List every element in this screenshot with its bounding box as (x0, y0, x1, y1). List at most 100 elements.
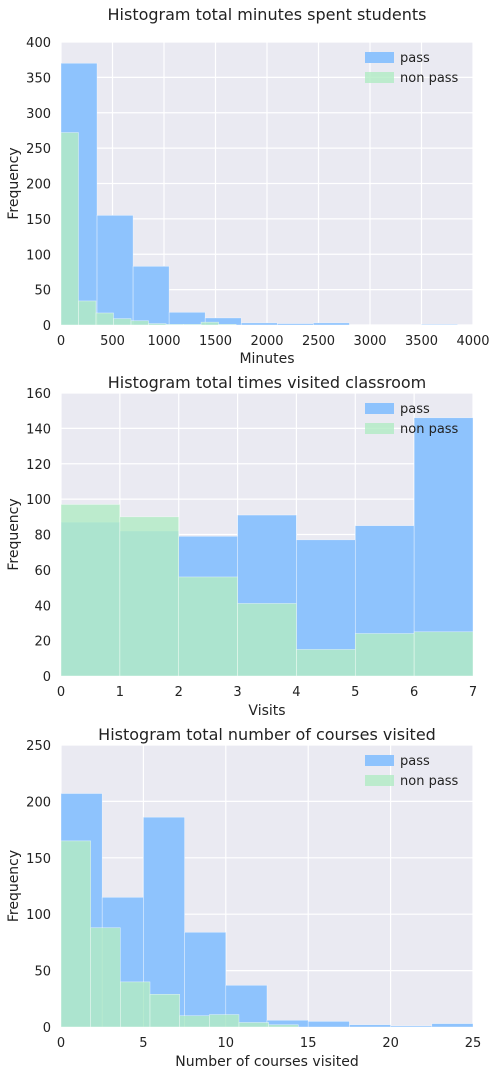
y-tick-label: 200 (26, 178, 51, 193)
histogram-bar (60, 132, 79, 326)
chart-title: Histogram total minutes spent students (108, 5, 427, 24)
histogram-bar (96, 215, 134, 326)
x-tick-label: 3 (233, 685, 241, 700)
histogram-bar (237, 603, 297, 677)
y-tick-label: 100 (26, 493, 51, 508)
histogram-bar (421, 323, 458, 326)
y-tick-label: 160 (26, 387, 51, 402)
y-tick-label: 60 (34, 564, 51, 579)
x-tick-label: 500 (100, 334, 125, 349)
y-tick-label: 250 (26, 739, 51, 754)
histogram-bar (313, 322, 350, 326)
y-tick-label: 150 (26, 213, 51, 228)
y-tick-label: 140 (26, 422, 51, 437)
histogram-bar (119, 516, 180, 677)
x-tick-label: 0 (57, 685, 65, 700)
legend-label: non pass (400, 774, 459, 789)
x-tick-label: 4000 (456, 334, 489, 349)
histogram-bar (413, 631, 474, 677)
histogram-bar (165, 323, 184, 326)
legend-swatch (365, 52, 394, 63)
chart-title: Histogram total times visited classroom (108, 373, 427, 392)
x-tick-label: 25 (465, 1036, 482, 1051)
y-tick-label: 120 (26, 458, 51, 473)
x-tick-label: 1 (116, 685, 124, 700)
y-axis-label: Frequency (6, 850, 22, 922)
chart-title: Histogram total number of courses visite… (98, 725, 436, 744)
histogram-bar (60, 504, 121, 677)
y-tick-label: 50 (34, 284, 51, 299)
histogram-bar (149, 993, 180, 1028)
histogram-bar (132, 265, 170, 326)
y-tick-label: 200 (26, 795, 51, 810)
series-non-pass (60, 132, 237, 326)
histogram-bar (184, 931, 227, 1028)
legend-swatch (365, 775, 394, 786)
legend: pass non pass (365, 51, 459, 86)
legend: pass non pass (365, 402, 459, 437)
x-tick-label: 3000 (353, 334, 386, 349)
histogram-bar (178, 576, 238, 677)
histogram-bar (218, 323, 237, 326)
y-tick-label: 300 (26, 107, 51, 122)
legend-label: pass (400, 754, 430, 769)
x-tick-label: 2 (175, 685, 183, 700)
x-tick-label: 6 (410, 685, 418, 700)
x-tick-label: 4 (292, 685, 300, 700)
y-tick-label: 50 (34, 965, 51, 980)
legend: pass non pass (365, 754, 459, 789)
histogram-bar (95, 312, 114, 326)
y-tick-label: 250 (26, 142, 51, 157)
series-non-pass (60, 840, 299, 1028)
legend-label: pass (400, 51, 430, 66)
y-tick-label: 40 (34, 599, 51, 614)
x-tick-label: 3500 (405, 334, 438, 349)
y-tick-label: 0 (43, 1021, 51, 1036)
chart-minutes-spent: 0 500 1000 1500 2000 2500 3000 3500 4000 0 50 100 15… (6, 5, 490, 367)
y-tick-label: 0 (43, 319, 51, 334)
histogram-bar (148, 323, 167, 326)
legend-swatch (365, 755, 394, 766)
histogram-bar (60, 840, 91, 1028)
x-tick-label: 1000 (147, 334, 180, 349)
histogram-bar (307, 1021, 350, 1028)
histogram-bar (90, 927, 121, 1028)
x-tick-label: 2500 (302, 334, 335, 349)
histogram-bar (276, 323, 314, 326)
x-axis-label: Number of courses visited (175, 1054, 359, 1070)
legend-swatch (365, 403, 394, 414)
series-non-pass (60, 504, 474, 677)
histogram-bar (183, 323, 202, 326)
histogram-bar (130, 320, 149, 326)
y-axis-label: Frequency (6, 498, 22, 570)
x-tick-label: 0 (57, 334, 65, 349)
histogram-bar (120, 981, 151, 1028)
y-tick-label: 80 (34, 529, 51, 544)
x-axis-label: Visits (248, 703, 285, 719)
histogram-bar (209, 1014, 240, 1028)
x-tick-label: 20 (382, 1036, 399, 1051)
histogram-bar (113, 318, 132, 326)
x-tick-label: 5 (351, 685, 359, 700)
histogram-bar (268, 1024, 299, 1028)
y-tick-label: 150 (26, 852, 51, 867)
y-tick-label: 350 (26, 71, 51, 86)
x-tick-label: 15 (300, 1036, 317, 1051)
histogram-bar (179, 1015, 210, 1028)
histogram-bar (238, 1022, 269, 1028)
histogram-bar (168, 311, 206, 326)
x-tick-label: 5 (139, 1036, 147, 1051)
legend-label: non pass (400, 422, 459, 437)
legend-label: non pass (400, 71, 459, 86)
x-axis-label: Minutes (239, 351, 294, 367)
y-axis-label: Frequency (6, 147, 22, 219)
y-tick-label: 100 (26, 248, 51, 263)
histogram-bar (349, 1024, 391, 1028)
histogram-bar (354, 633, 415, 677)
legend-swatch (365, 423, 394, 434)
histogram-bar (390, 1025, 433, 1028)
histogram-bar (240, 322, 278, 326)
